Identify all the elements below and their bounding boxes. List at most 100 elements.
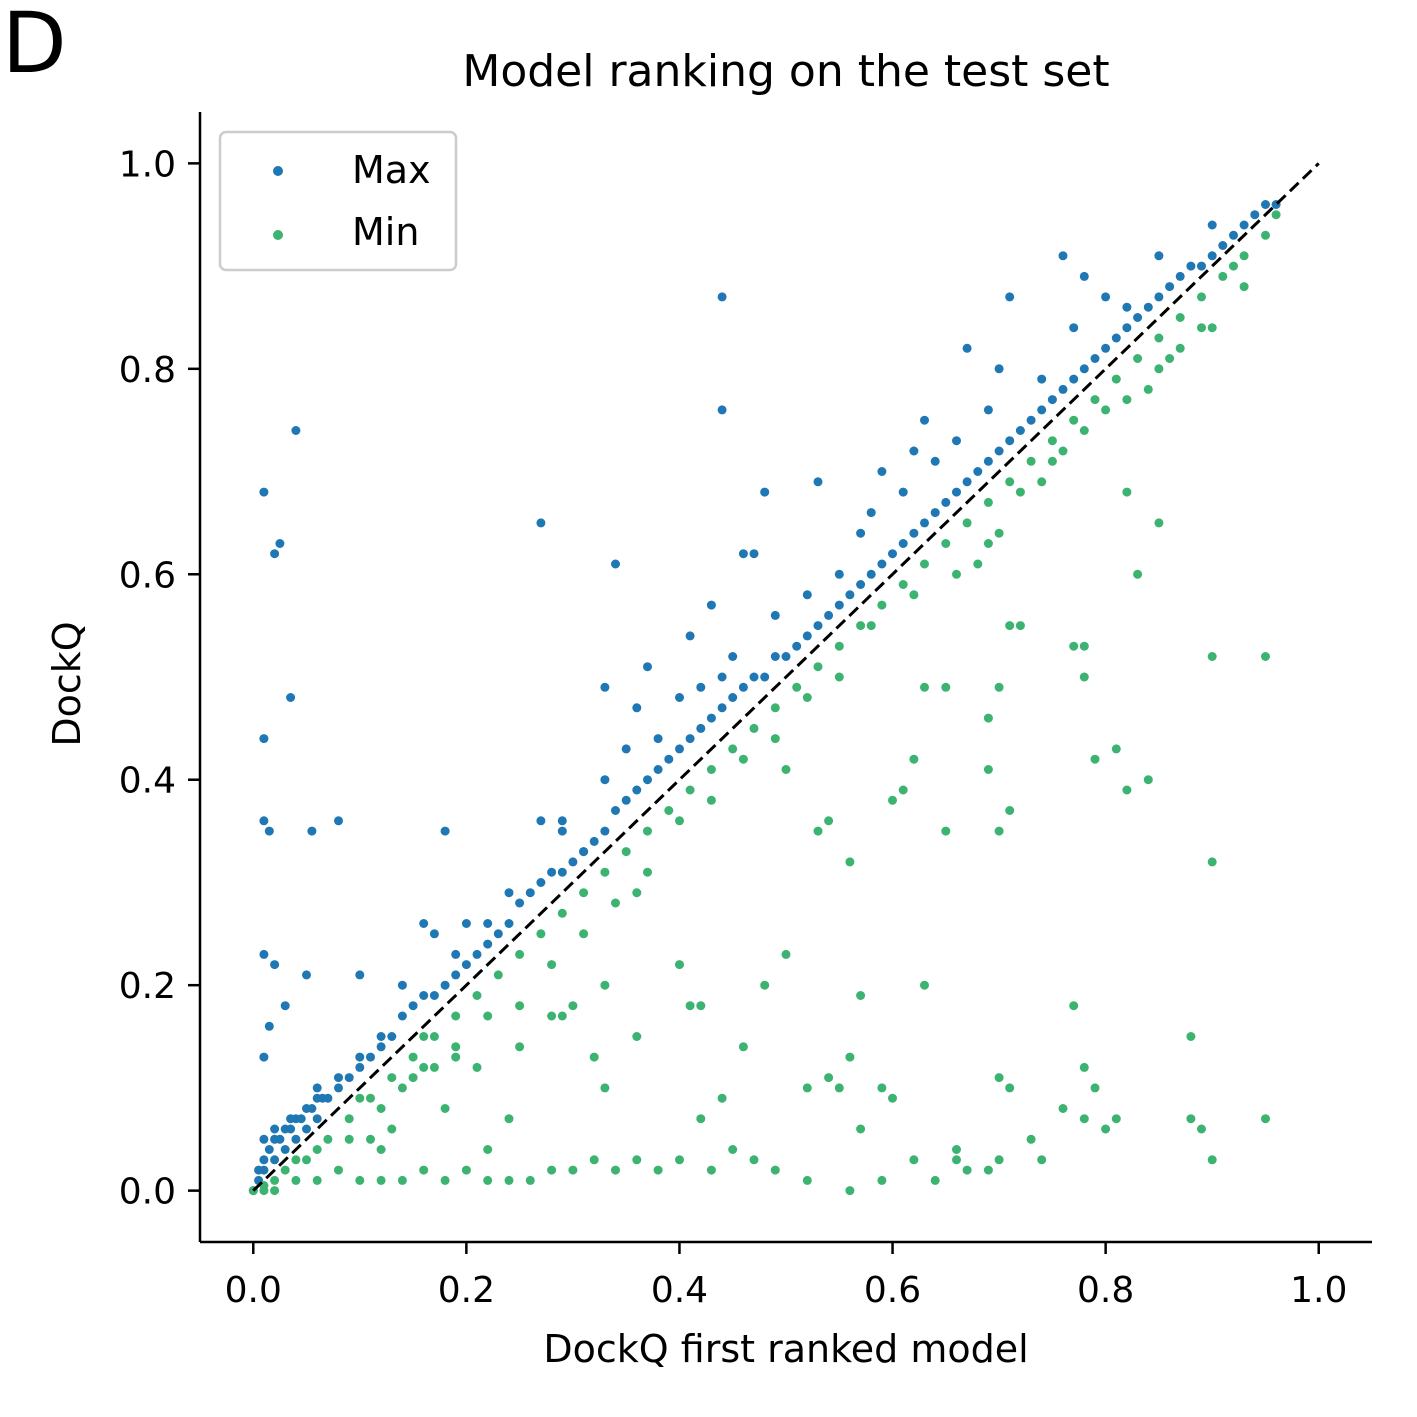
data-point-min <box>376 1145 386 1154</box>
data-point-min <box>302 1155 311 1165</box>
data-point-max <box>440 826 450 836</box>
data-point-max <box>1239 220 1249 230</box>
data-point-min <box>1261 230 1270 240</box>
data-point-min <box>1154 333 1164 343</box>
data-point-min <box>802 1175 812 1185</box>
data-point-max <box>440 980 450 990</box>
data-point-max <box>397 1011 407 1021</box>
data-point-min <box>1186 1114 1196 1124</box>
data-point-max <box>1229 230 1238 240</box>
data-point-max <box>259 1165 269 1175</box>
data-point-min <box>429 1032 439 1041</box>
x-tick-label: 0.8 <box>1077 1270 1134 1311</box>
data-point-max <box>824 610 834 620</box>
data-point-min <box>280 1165 290 1175</box>
data-point-max <box>419 991 429 1000</box>
data-point-min <box>1186 1032 1196 1041</box>
data-point-min <box>632 888 642 898</box>
data-point-max <box>525 888 535 898</box>
data-point-max <box>493 929 503 939</box>
data-point-min <box>877 600 887 610</box>
data-point-min <box>1058 446 1068 456</box>
data-point-min <box>1143 384 1153 394</box>
data-point-max <box>334 1073 343 1083</box>
data-point-min <box>1090 1083 1100 1093</box>
x-tick-label: 0.2 <box>438 1270 495 1311</box>
data-point-max <box>1069 374 1079 384</box>
data-point-max <box>600 682 610 692</box>
data-point-max <box>621 795 631 805</box>
data-point-min <box>557 1011 567 1021</box>
data-point-min <box>1175 313 1185 322</box>
data-point-max <box>1133 313 1143 322</box>
data-point-min <box>888 1093 897 1103</box>
data-point-max <box>536 518 546 528</box>
data-point-max <box>280 1001 290 1011</box>
data-point-max <box>685 631 695 641</box>
data-point-min <box>1047 456 1057 466</box>
data-point-max <box>1037 374 1047 384</box>
data-point-max <box>344 1073 354 1083</box>
data-point-max <box>877 467 887 476</box>
data-point-max <box>270 549 280 559</box>
data-point-min <box>749 723 759 733</box>
data-point-max <box>1186 261 1196 271</box>
data-point-min <box>781 949 791 959</box>
data-point-max <box>1047 395 1057 405</box>
data-point-min <box>515 1042 525 1052</box>
data-point-min <box>291 1155 301 1165</box>
data-point-min <box>1079 426 1089 435</box>
data-point-max <box>259 1134 269 1144</box>
data-point-min <box>930 1175 940 1185</box>
data-point-max <box>302 1124 311 1134</box>
y-axis-label: DockQ <box>45 621 89 746</box>
data-point-min <box>781 765 791 774</box>
data-point-max <box>504 888 514 898</box>
data-point-max <box>451 970 461 980</box>
data-point-min <box>579 929 589 939</box>
data-point-min <box>419 1165 429 1175</box>
data-point-max <box>557 867 567 877</box>
data-point-min <box>909 754 919 764</box>
data-point-min <box>952 1145 961 1154</box>
data-point-max <box>600 775 610 785</box>
legend-label-min: Min <box>352 210 419 254</box>
data-point-max <box>1058 251 1068 261</box>
points-layer <box>248 200 1281 1196</box>
data-point-max <box>706 600 716 610</box>
y-tick-label: 0.4 <box>119 761 176 802</box>
data-point-min <box>1026 1134 1036 1144</box>
data-point-max <box>802 590 812 600</box>
data-point-min <box>1079 672 1089 682</box>
data-point-min <box>632 1155 642 1165</box>
data-point-min <box>898 785 908 795</box>
data-point-min <box>1207 857 1217 867</box>
data-point-min <box>1154 518 1164 528</box>
x-tick-label: 0.0 <box>225 1270 282 1311</box>
data-point-max <box>781 652 791 661</box>
data-point-min <box>1261 652 1270 661</box>
data-point-max <box>1079 271 1089 281</box>
data-point-max <box>983 405 993 415</box>
data-point-min <box>323 1134 333 1144</box>
data-point-min <box>1154 364 1164 374</box>
x-ticks: 0.0 0.2 0.4 0.6 0.8 1.0 <box>225 1242 1347 1311</box>
data-point-min <box>1165 354 1175 363</box>
data-point-max <box>866 569 876 579</box>
x-tick-label: 1.0 <box>1290 1270 1347 1311</box>
data-point-max <box>952 487 961 497</box>
data-point-min <box>376 1104 386 1113</box>
data-point-min <box>1175 343 1185 353</box>
data-point-min <box>920 980 929 990</box>
data-point-min <box>334 1165 343 1175</box>
data-point-max <box>429 929 439 939</box>
data-point-max <box>813 477 823 487</box>
data-point-max <box>760 672 770 682</box>
data-point-max <box>483 939 493 949</box>
data-point-max <box>941 497 951 507</box>
y-tick-label: 0.0 <box>119 1172 176 1213</box>
data-point-min <box>1197 323 1206 333</box>
data-point-min <box>270 1186 280 1196</box>
data-point-min <box>941 826 951 836</box>
data-point-max <box>291 426 301 435</box>
